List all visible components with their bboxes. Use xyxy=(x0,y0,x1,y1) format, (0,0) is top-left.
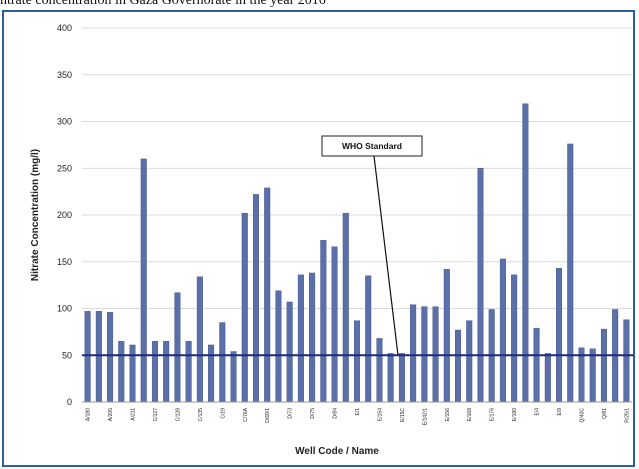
figure-caption: ntrate concentration in Gaza Governorate… xyxy=(0,0,326,8)
bar xyxy=(376,338,383,403)
callout-label: WHO Standard xyxy=(342,141,402,151)
bar xyxy=(151,341,158,403)
x-tick-label: A/205 xyxy=(108,408,114,421)
x-tick-label: D/69/1 xyxy=(265,408,271,423)
bar xyxy=(477,168,484,403)
bar xyxy=(466,320,473,403)
x-tick-label: E/1 xyxy=(355,408,361,416)
y-tick-label: 200 xyxy=(57,210,72,220)
bar xyxy=(230,351,237,403)
x-axis-ticks: A/180 A/205 A/211 C/127 C/128 C/135 C/19 C/76A D… xyxy=(86,407,631,425)
callout-pointer xyxy=(373,155,399,356)
bar xyxy=(365,275,372,403)
bar xyxy=(129,344,136,403)
y-tick-label: 300 xyxy=(57,117,72,127)
bar xyxy=(533,327,540,403)
bar xyxy=(309,272,316,403)
x-tick-label: Q/40C xyxy=(579,408,585,423)
bar xyxy=(163,341,170,403)
y-axis-title: Nitrate Concentration (mg/l) xyxy=(30,149,41,281)
bar xyxy=(398,353,405,403)
bar xyxy=(320,240,327,403)
x-tick-label: A/180 xyxy=(86,408,92,421)
bar xyxy=(107,312,114,403)
bar xyxy=(185,341,192,403)
bar xyxy=(84,311,91,403)
bar xyxy=(118,341,125,403)
y-tick-label: 350 xyxy=(57,70,72,80)
bar xyxy=(455,329,462,403)
x-tick-label: C/76A xyxy=(243,407,249,422)
bar xyxy=(443,269,450,403)
bar xyxy=(623,319,630,403)
bar xyxy=(196,276,203,403)
bar xyxy=(331,246,338,403)
callout-box xyxy=(321,135,423,157)
y-tick-label: 400 xyxy=(57,23,72,33)
x-tick-label: E/154 xyxy=(377,408,383,421)
x-tick-label: E/168 xyxy=(467,408,473,421)
bar xyxy=(499,258,506,403)
y-tick-label: 250 xyxy=(57,163,72,173)
x-tick-label: A/211 xyxy=(131,408,137,421)
x-tick-label: E/176 xyxy=(490,408,496,421)
bar xyxy=(264,187,271,403)
x-tick-label: E/9 xyxy=(557,408,563,416)
x-tick-label: C/127 xyxy=(153,408,159,422)
x-tick-label: E/4 xyxy=(535,408,541,416)
x-tick-label: E/180 xyxy=(512,408,518,421)
bar xyxy=(174,292,181,403)
bar xyxy=(600,328,607,403)
x-tick-label: C/135 xyxy=(198,408,204,422)
y-tick-label: 50 xyxy=(62,350,72,360)
x-tick-label: E/15C xyxy=(400,408,406,422)
x-tick-label: E/142/1 xyxy=(422,408,428,425)
x-tick-label: R/25/1 xyxy=(624,408,630,423)
bar xyxy=(241,212,248,403)
bar xyxy=(387,353,394,403)
bar xyxy=(208,344,215,403)
bar xyxy=(297,274,304,403)
bar xyxy=(589,348,596,403)
bar xyxy=(286,301,293,403)
x-tick-label: D/75 xyxy=(310,408,316,419)
x-tick-label: C/19 xyxy=(220,408,226,419)
x-tick-label: D/73 xyxy=(288,408,294,419)
bar xyxy=(140,158,147,403)
who-standard-callout: WHO Standard xyxy=(321,135,423,356)
bar-series xyxy=(84,103,630,403)
bar xyxy=(353,320,361,403)
bar xyxy=(544,353,551,403)
bar xyxy=(556,268,563,403)
y-tick-label: 100 xyxy=(57,304,72,314)
bar xyxy=(522,103,529,403)
y-tick-label: 0 xyxy=(67,397,72,407)
bar xyxy=(567,143,574,403)
bar xyxy=(252,194,259,403)
bar xyxy=(275,290,282,403)
x-tick-label: D/84 xyxy=(333,408,339,419)
x-tick-label: Q/81 xyxy=(602,408,608,419)
bar xyxy=(342,212,349,403)
bar xyxy=(511,274,518,403)
bar xyxy=(95,311,102,403)
x-tick-label: C/128 xyxy=(175,408,181,422)
y-axis-ticks: 0 50 100 150 200 250 300 350 400 xyxy=(57,23,72,407)
x-axis-title: Well Code / Name xyxy=(295,446,379,457)
x-tick-label: E/156 xyxy=(445,408,451,421)
bar xyxy=(219,322,226,403)
y-tick-label: 150 xyxy=(57,257,72,267)
bar xyxy=(410,304,417,403)
